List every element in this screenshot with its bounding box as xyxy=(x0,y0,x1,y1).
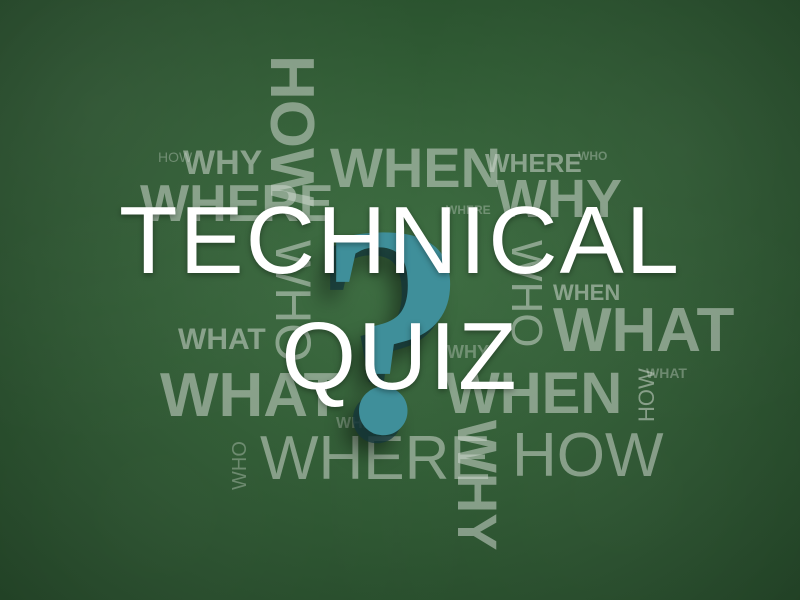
word-who-vertical-bottom: WHO xyxy=(229,441,251,490)
word-why-right: WHY xyxy=(496,169,622,229)
title-line-2: QUIZ xyxy=(281,303,519,410)
word-what-right-big: WHAT xyxy=(553,296,735,365)
question-mark-icon: ? xyxy=(318,164,468,496)
word-when-bottom-right: WHEN xyxy=(445,361,623,426)
word-who-tiny: WHO xyxy=(578,149,608,163)
word-why-center-small: WHY xyxy=(447,342,489,362)
word-where-tiny: WHERE xyxy=(446,203,491,217)
title-line-1: TECHNICAL xyxy=(118,187,682,294)
word-where-bottom: WHERE xyxy=(260,424,491,493)
word-where-top-right: WHERE xyxy=(485,148,582,178)
word-when-top: WHEN xyxy=(330,136,502,199)
word-why-small: WHY xyxy=(183,144,263,182)
word-what-left-small: WHAT xyxy=(178,323,266,356)
word-where-left: WHERE xyxy=(140,175,334,233)
word-how-small: HOW xyxy=(158,149,193,165)
word-when-right-small: WHEN xyxy=(553,280,621,305)
word-what-left-big: WHAT xyxy=(160,361,342,430)
word-when-small-center: WHEN xyxy=(336,415,385,432)
word-how-bottom-right: HOW xyxy=(512,421,664,490)
word-what-right-tiny: WHAT xyxy=(646,365,687,381)
